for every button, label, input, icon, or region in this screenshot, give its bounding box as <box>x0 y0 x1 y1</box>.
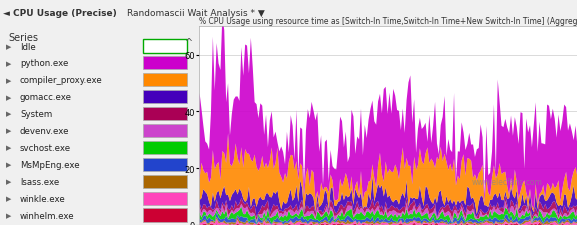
FancyBboxPatch shape <box>143 124 187 137</box>
Text: ▶: ▶ <box>6 94 12 100</box>
FancyBboxPatch shape <box>143 158 187 171</box>
Text: www.elecfans.com: www.elecfans.com <box>471 177 542 186</box>
FancyBboxPatch shape <box>143 57 187 70</box>
FancyBboxPatch shape <box>143 40 187 53</box>
FancyBboxPatch shape <box>143 175 187 188</box>
Text: % CPU Usage using resource time as [Switch-In Time,Switch-In Time+New Switch-In : % CPU Usage using resource time as [Swit… <box>199 17 577 26</box>
Text: Series: Series <box>8 33 38 43</box>
Text: ▶: ▶ <box>6 162 12 168</box>
Text: ▶: ▶ <box>6 145 12 151</box>
Text: winhelm.exe: winhelm.exe <box>20 211 74 220</box>
Text: ▶: ▶ <box>6 128 12 134</box>
Text: Idle: Idle <box>20 42 36 51</box>
Text: svchost.exe: svchost.exe <box>20 143 71 152</box>
Text: Randomascii Wait Analysis * ▼: Randomascii Wait Analysis * ▼ <box>127 9 265 18</box>
Text: ▶: ▶ <box>6 195 12 201</box>
Text: devenv.exe: devenv.exe <box>20 126 69 135</box>
FancyBboxPatch shape <box>143 141 187 154</box>
Text: MsMpEng.exe: MsMpEng.exe <box>20 160 80 169</box>
Text: ▶: ▶ <box>6 61 12 67</box>
Text: compiler_proxy.exe: compiler_proxy.exe <box>20 76 103 85</box>
Text: ▶: ▶ <box>6 111 12 117</box>
Text: System: System <box>20 110 52 119</box>
Text: gomacc.exe: gomacc.exe <box>20 93 72 102</box>
Text: lsass.exe: lsass.exe <box>20 177 59 186</box>
Text: winkle.exe: winkle.exe <box>20 194 66 203</box>
Text: ^: ^ <box>185 38 193 48</box>
Text: ▶: ▶ <box>6 44 12 50</box>
Text: ▶: ▶ <box>6 77 12 83</box>
FancyBboxPatch shape <box>143 91 187 104</box>
FancyBboxPatch shape <box>143 209 187 222</box>
Text: ▶: ▶ <box>6 178 12 184</box>
Text: ◄ CPU Usage (Precise): ◄ CPU Usage (Precise) <box>3 9 117 18</box>
FancyBboxPatch shape <box>143 192 187 205</box>
FancyBboxPatch shape <box>143 108 187 121</box>
Text: python.exe: python.exe <box>20 59 68 68</box>
FancyBboxPatch shape <box>143 74 187 87</box>
Text: ▶: ▶ <box>6 212 12 218</box>
